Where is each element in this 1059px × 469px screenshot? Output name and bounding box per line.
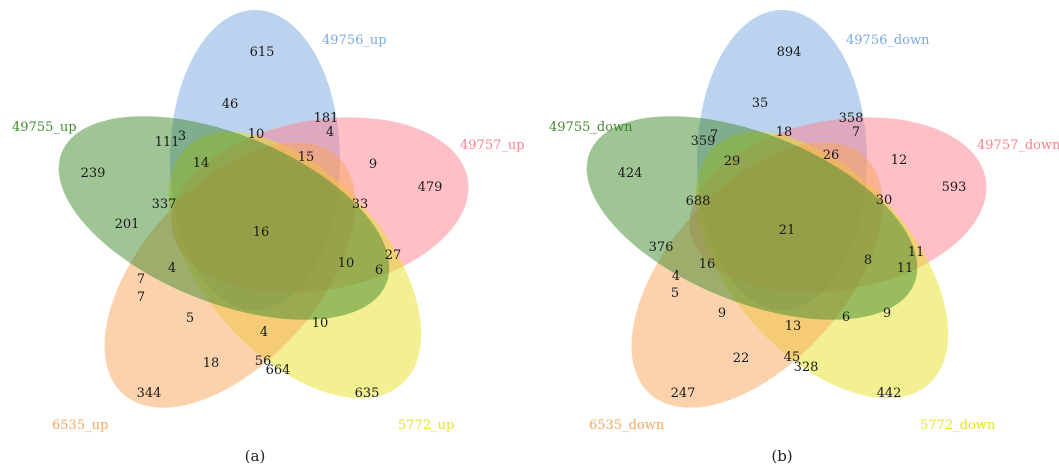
region-counts: 894 593 442 247 424 358 7 11 11 45 328 2… — [618, 45, 967, 401]
region-count: 12 — [891, 153, 908, 168]
region-count: 26 — [823, 148, 840, 163]
region-count: 27 — [385, 248, 402, 263]
region-count: 22 — [733, 351, 750, 366]
set-label-5: 49755_down — [549, 120, 633, 135]
set-label-2: 49757_up — [460, 138, 525, 153]
region-count: 7 — [137, 272, 145, 287]
region-count: 4 — [672, 269, 680, 284]
region-count: 479 — [418, 180, 443, 195]
region-count: 239 — [81, 166, 106, 181]
region-count: 442 — [877, 386, 902, 401]
set-label-3: 5772_down — [920, 418, 996, 433]
set-label-5: 49755_up — [12, 120, 77, 135]
region-count: 358 — [839, 111, 864, 126]
region-count: 10 — [312, 316, 329, 331]
set-label-1: 49756_down — [846, 33, 930, 48]
set-ellipse-5 — [586, 116, 918, 320]
caption-b: (b) — [771, 447, 792, 465]
region-count: 30 — [876, 193, 893, 208]
region-count-extra: 13 — [785, 319, 802, 334]
region-count: 111 — [155, 135, 180, 150]
region-count: 894 — [777, 45, 802, 60]
region-count: 35 — [752, 96, 769, 111]
region-counts: 615 479 635 344 239 181 4 27 6 56 664 18… — [81, 45, 443, 401]
region-count: 7 — [710, 128, 718, 143]
region-count: 6 — [375, 263, 383, 278]
region-count: 29 — [724, 154, 741, 169]
region-count: 5 — [671, 286, 679, 301]
set-label-2: 49757_down — [977, 138, 1059, 153]
region-count: 11 — [897, 261, 914, 276]
region-count: 10 — [248, 127, 265, 142]
set-label-3: 5772_up — [398, 418, 454, 433]
region-count: 10 — [338, 256, 355, 271]
region-count: 46 — [222, 97, 239, 112]
venn-diagram-a: 49756_up 49757_up 5772_up 6535_up 49755_… — [12, 10, 525, 465]
region-count: 337 — [152, 197, 177, 212]
region-count: 18 — [776, 125, 793, 140]
region-count: 664 — [266, 363, 291, 378]
region-count: 9 — [369, 157, 377, 172]
region-count: 16 — [253, 225, 270, 240]
region-count: 201 — [115, 217, 140, 232]
region-count: 593 — [942, 180, 967, 195]
region-count: 8 — [864, 253, 872, 268]
region-count: 181 — [314, 111, 339, 126]
region-count: 247 — [671, 386, 696, 401]
region-count: 18 — [203, 356, 220, 371]
region-count: 15 — [298, 150, 315, 165]
set-label-4: 6535_down — [589, 418, 665, 433]
caption-a: (a) — [245, 447, 266, 465]
region-count: 4 — [168, 261, 176, 276]
region-count: 33 — [352, 197, 369, 212]
region-count: 328 — [794, 360, 819, 375]
region-count: 7 — [137, 290, 145, 305]
region-count: 344 — [137, 386, 162, 401]
region-count: 4 — [326, 125, 334, 140]
region-count: 635 — [355, 386, 380, 401]
region-count: 11 — [908, 245, 925, 260]
region-count: 56 — [255, 354, 272, 369]
region-count: 9 — [883, 306, 891, 321]
region-count: 688 — [686, 194, 711, 209]
region-count: 424 — [618, 166, 643, 181]
region-count: 21 — [779, 223, 796, 238]
region-count: 45 — [784, 350, 801, 365]
region-count: 615 — [250, 45, 275, 60]
set-label-4: 6535_up — [52, 418, 108, 433]
set-label-1: 49756_up — [322, 33, 387, 48]
set-ellipse-5 — [58, 116, 390, 320]
region-count: 3 — [178, 129, 186, 144]
region-count: 359 — [691, 134, 716, 149]
region-count: 9 — [718, 306, 726, 321]
region-count: 14 — [193, 156, 210, 171]
region-count: 376 — [649, 240, 674, 255]
region-count: 4 — [260, 325, 268, 340]
region-count: 5 — [186, 311, 194, 326]
region-count: 6 — [842, 310, 850, 325]
region-count: 16 — [699, 257, 716, 272]
region-count: 7 — [852, 125, 860, 140]
venn-diagram-b: 49756_down 49757_down 5772_down 6535_dow… — [549, 10, 1059, 465]
